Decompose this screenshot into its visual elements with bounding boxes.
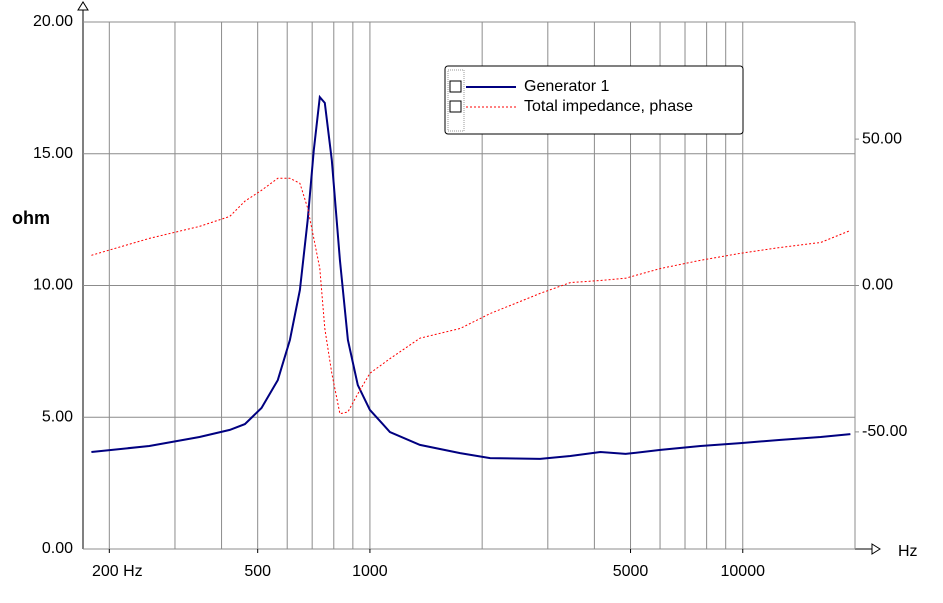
legend-box bbox=[444, 65, 744, 135]
y2-tick-label: -50.00 bbox=[862, 423, 907, 440]
legend-checkbox[interactable] bbox=[449, 80, 462, 93]
x-axis-arrow bbox=[871, 543, 881, 555]
y-tick-label: 10.00 bbox=[33, 277, 73, 294]
legend-label: Generator 1 bbox=[524, 78, 609, 95]
x-axis-label: Hz bbox=[898, 543, 918, 560]
y-tick-label: 5.00 bbox=[42, 408, 73, 425]
y2-tick-label: 0.00 bbox=[862, 277, 893, 294]
series-line bbox=[91, 94, 851, 460]
y2-tick-label: 50.00 bbox=[862, 130, 902, 147]
x-tick-label: 200 Hz bbox=[92, 563, 143, 580]
x-tick-label: 500 bbox=[244, 563, 271, 580]
legend-checkbox-column bbox=[447, 69, 465, 132]
y-tick-label: 0.00 bbox=[42, 540, 73, 557]
legend-label: Total impedance, phase bbox=[524, 98, 693, 115]
x-tick-label: 5000 bbox=[613, 563, 649, 580]
series-line bbox=[91, 177, 851, 415]
x-tick-label: 10000 bbox=[721, 563, 766, 580]
y-tick-label: 15.00 bbox=[33, 145, 73, 162]
legend-checkbox[interactable] bbox=[449, 100, 462, 113]
x-tick-label: 1000 bbox=[352, 563, 388, 580]
y-axis-label: ohm bbox=[12, 208, 50, 228]
y-axis-arrow bbox=[77, 1, 89, 11]
y-tick-label: 20.00 bbox=[33, 13, 73, 30]
legend: Generator 1 Total impedance, phase bbox=[444, 65, 744, 135]
